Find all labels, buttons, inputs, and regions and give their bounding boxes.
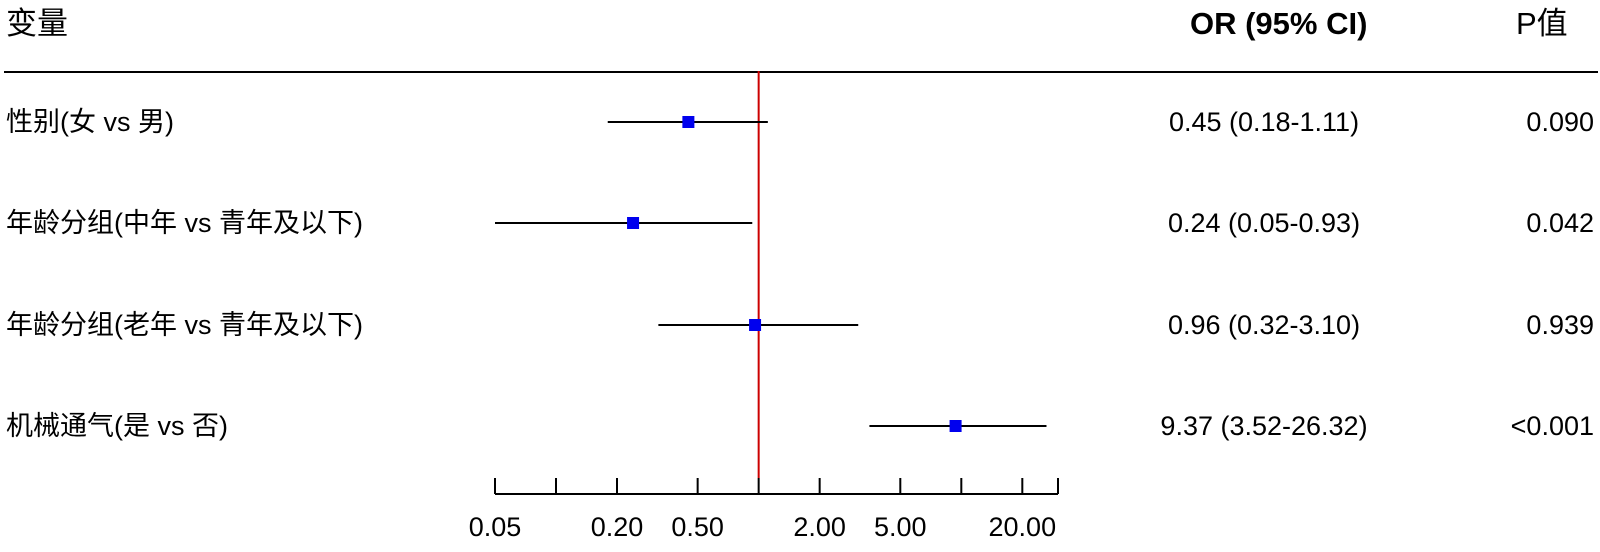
or-point [682,116,695,128]
or-point [949,420,962,432]
row-or-ci: 0.24 (0.05-0.93) [1167,208,1361,238]
header-variable: 变量 [6,6,68,41]
header-rule [4,71,1598,73]
x-tick-label: 20.00 [989,512,1057,542]
row-or-ci: 9.37 (3.52-26.32) [1160,411,1368,441]
x-tick-label: 2.00 [793,512,846,542]
row-p-value: 0.090 [1526,107,1594,137]
row-p-value: <0.001 [1510,411,1594,441]
or-point [749,319,762,331]
row-label: 年龄分组(中年 vs 青年及以下) [6,208,363,238]
row-or-ci: 0.45 (0.18-1.11) [1168,107,1360,137]
row-label: 年龄分组(老年 vs 青年及以下) [6,310,363,340]
x-tick-label: 0.05 [469,512,522,542]
x-tick-label: 0.20 [591,512,644,542]
row-or-ci: 0.96 (0.32-3.10) [1167,310,1361,340]
row-label: 机械通气(是 vs 否) [6,411,228,441]
header-or-ci: OR (95% CI) [1190,6,1368,41]
row-label: 性别(女 vs 男) [6,107,174,137]
or-point [627,217,640,229]
row-p-value: 0.042 [1526,208,1594,238]
x-tick-label: 5.00 [874,512,927,542]
header-p-value: P值 [1516,6,1568,41]
x-tick-label: 0.50 [671,512,724,542]
row-p-value: 0.939 [1526,310,1594,340]
